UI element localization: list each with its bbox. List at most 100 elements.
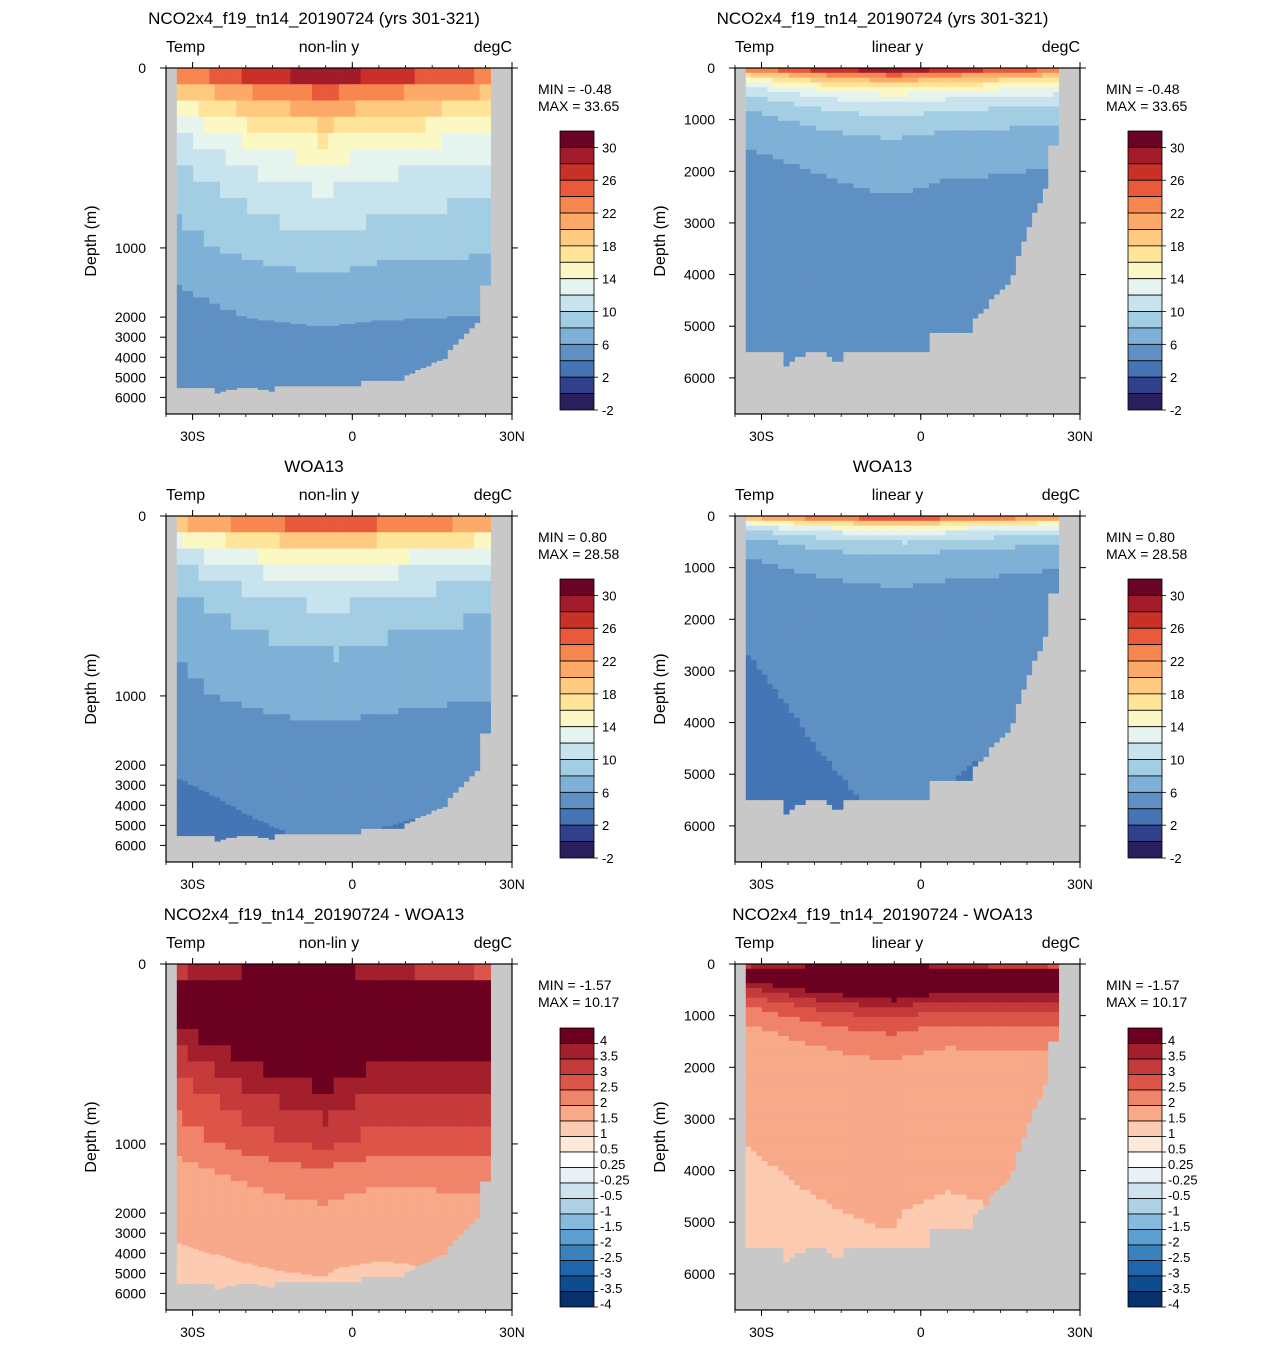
colorbar-swatch	[1127, 179, 1163, 198]
colorbar-label: 30	[1170, 140, 1184, 155]
colorbar-swatch	[559, 229, 595, 247]
colorbar-swatch	[559, 742, 595, 760]
y-tick-label: 4000	[115, 1245, 146, 1261]
colorbar-swatch	[559, 808, 595, 826]
colorbar-swatch	[1127, 245, 1163, 263]
colorbar-label: -2	[602, 403, 614, 418]
y-tick-label: 1000	[115, 240, 146, 256]
colorbar-swatch	[1127, 130, 1163, 148]
colorbar-label: 22	[602, 206, 616, 221]
colorbar-label: -1.5	[1168, 1219, 1190, 1234]
y-tick-label: 4000	[115, 797, 146, 813]
colorbar-swatch	[559, 709, 595, 728]
colorbar-label: 2.5	[1168, 1079, 1186, 1094]
colorbar-swatch	[559, 824, 595, 842]
colorbar-swatch	[559, 644, 595, 662]
y-tick-label: 5000	[684, 318, 715, 334]
colorbar-swatch	[559, 196, 595, 214]
colorbar-label: 18	[1170, 687, 1184, 702]
colorbar-label: 10	[602, 753, 616, 768]
colorbar-label: 10	[602, 305, 616, 320]
colorbar-swatch	[559, 311, 595, 329]
colorbar-label: -0.5	[600, 1188, 622, 1203]
y-tick-label: 4000	[684, 715, 715, 731]
colorbar-swatch	[1127, 343, 1163, 362]
colorbar-label: -2	[1170, 403, 1182, 418]
x-tick-label: 30S	[749, 876, 774, 892]
colorbar-label: 18	[602, 687, 616, 702]
colorbar-label: -2.5	[600, 1250, 622, 1265]
colorbar-swatch	[559, 343, 595, 362]
colorbar-swatch	[1127, 644, 1163, 662]
colorbar-swatch	[1127, 1043, 1163, 1060]
colorbar-swatch	[1127, 1105, 1163, 1122]
colorbar-swatch	[1127, 1074, 1163, 1091]
colorbar-swatch	[559, 611, 595, 629]
colorbar-label: 2	[600, 1095, 607, 1110]
y-tick-label: 5000	[115, 817, 146, 833]
colorbar-swatch	[1127, 360, 1163, 378]
colorbar-swatch	[559, 726, 595, 744]
colorbar-label: 1	[600, 1126, 607, 1141]
contour-field	[745, 516, 1060, 815]
axis-type-label: non-lin y	[299, 39, 359, 56]
colorbar-swatch	[1127, 709, 1163, 728]
colorbar-swatch	[1127, 808, 1163, 826]
colorbar-label: -0.5	[1168, 1188, 1190, 1203]
colorbar-swatch	[559, 595, 595, 613]
colorbar-label: 2	[1168, 1095, 1175, 1110]
colorbar-label: 2	[1170, 370, 1177, 385]
colorbar-swatch	[559, 677, 595, 695]
y-tick-label: 6000	[115, 389, 146, 405]
y-tick-label: 4000	[684, 267, 715, 283]
colorbar-label: 1	[1168, 1126, 1175, 1141]
colorbar-swatch	[1127, 1275, 1163, 1292]
y-tick-label: 0	[138, 956, 146, 972]
colorbar-swatch	[559, 693, 595, 711]
colorbar-label: 4	[600, 1033, 607, 1048]
colorbar-swatch	[559, 130, 595, 148]
colorbar-label: -0.25	[1168, 1172, 1198, 1187]
colorbar-swatch	[1127, 1182, 1163, 1199]
colorbar-swatch	[559, 1182, 595, 1199]
colorbar-label: 22	[602, 654, 616, 669]
colorbar-label: -2.5	[1168, 1250, 1190, 1265]
contour-field	[745, 68, 1060, 367]
colorbar-swatch	[1127, 163, 1163, 181]
y-tick-label: 5000	[684, 766, 715, 782]
colorbar-swatch	[559, 294, 595, 312]
colorbar-swatch	[559, 1291, 595, 1308]
y-tick-label: 0	[138, 508, 146, 524]
variable-label: Temp	[166, 39, 205, 56]
axis-type-label: non-lin y	[299, 935, 359, 952]
panel-5: 0 1000 2000 3000 4000 5000 6000 30S 0 30N NCO2x4_f…	[83, 905, 630, 1340]
colorbar-label: -3.5	[600, 1281, 622, 1296]
colorbar-swatch	[559, 327, 595, 345]
colorbar: 30 26 22 18 14 10 6 2 -2	[1127, 130, 1184, 418]
colorbar-label: 1.5	[600, 1110, 618, 1125]
y-tick-label: 2000	[684, 163, 715, 179]
colorbar-swatch	[1127, 1244, 1163, 1261]
colorbar-label: 0.5	[1168, 1141, 1186, 1156]
colorbar-label: 30	[602, 140, 616, 155]
y-tick-label: 4000	[115, 349, 146, 365]
x-tick-label: 30N	[1067, 1324, 1093, 1340]
colorbar-label: -2	[1168, 1234, 1180, 1249]
max-value: MAX = 33.65	[538, 98, 620, 114]
contour-field	[176, 964, 491, 1290]
x-tick-label: 30N	[1067, 876, 1093, 892]
colorbar-label: -3	[1168, 1265, 1180, 1280]
colorbar-swatch	[1127, 393, 1163, 411]
y-tick-label: 1000	[684, 1008, 715, 1024]
x-tick-label: 30S	[749, 428, 774, 444]
colorbar-swatch	[559, 1043, 595, 1060]
min-value: MIN = -0.48	[1106, 81, 1180, 97]
colorbar: 30 26 22 18 14 10 6 2 -2	[559, 130, 616, 418]
max-value: MAX = 28.58	[1106, 546, 1188, 562]
colorbar-swatch	[1127, 595, 1163, 613]
colorbar-label: 14	[602, 720, 616, 735]
x-tick-label: 0	[917, 876, 925, 892]
y-tick-label: 3000	[115, 777, 146, 793]
colorbar-label: -3	[600, 1265, 612, 1280]
units-label: degC	[474, 935, 512, 952]
